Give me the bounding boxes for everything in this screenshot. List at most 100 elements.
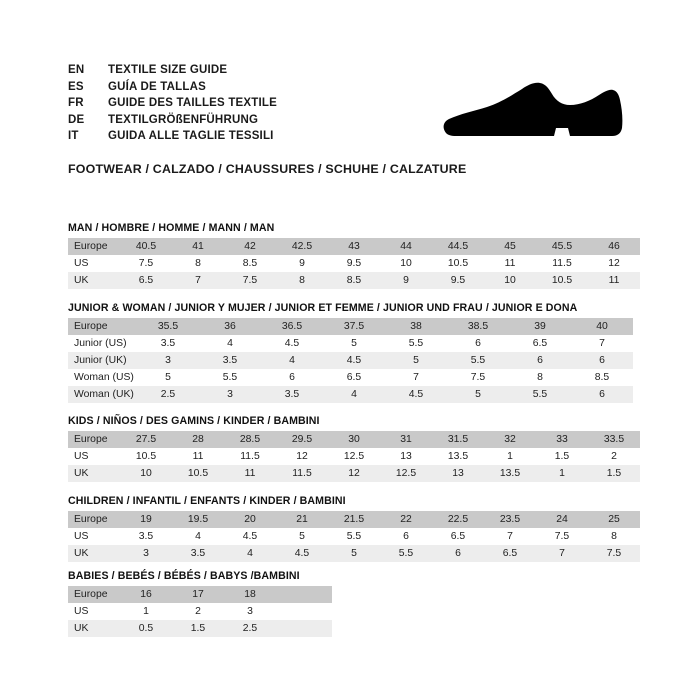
cell: 4.5 — [385, 386, 447, 403]
cell: 38 — [385, 318, 447, 335]
cell: 12.5 — [328, 448, 380, 465]
cell: 24 — [536, 511, 588, 528]
cell: 8 — [172, 255, 224, 272]
cell: 13 — [432, 465, 484, 482]
table-row: Woman (UK) 2.5 3 3.5 4 4.5 5 5.5 6 — [68, 386, 633, 403]
cell: 4.5 — [276, 545, 328, 562]
cell: 44.5 — [432, 238, 484, 255]
section-title-kids: KIDS / NIÑOS / DES GAMINS / KINDER / BAM… — [68, 415, 320, 427]
language-title-de: TEXTILGRÖßENFÜHRUNG — [108, 113, 259, 126]
row-label: Woman (US) — [68, 369, 137, 386]
table-row: Europe 27.5 28 28.5 29.5 30 31 31.5 32 3… — [68, 431, 640, 448]
cell: 7 — [571, 335, 633, 352]
cell: 10.5 — [120, 448, 172, 465]
cell: 17 — [172, 586, 224, 603]
row-label: US — [68, 603, 120, 620]
cell: 23.5 — [484, 511, 536, 528]
cell: 5 — [276, 528, 328, 545]
cell: 13.5 — [432, 448, 484, 465]
cell: 11.5 — [224, 448, 276, 465]
cell-empty — [276, 586, 332, 603]
size-table-babies: Europe 16 17 18 US 1 2 3 UK 0.5 1.5 — [68, 586, 332, 637]
cell: 20 — [224, 511, 276, 528]
cell: 10.5 — [536, 272, 588, 289]
cell: 5.5 — [385, 335, 447, 352]
table-row: Junior (US) 3.5 4 4.5 5 5.5 6 6.5 7 — [68, 335, 633, 352]
cell: 4 — [199, 335, 261, 352]
cell: 8 — [276, 272, 328, 289]
cell: 9.5 — [432, 272, 484, 289]
cell: 8.5 — [571, 369, 633, 386]
cell: 28 — [172, 431, 224, 448]
section-title-junior-woman: JUNIOR & WOMAN / JUNIOR Y MUJER / JUNIOR… — [68, 302, 578, 314]
cell: 3 — [224, 603, 276, 620]
cell: 6 — [432, 545, 484, 562]
cell: 29.5 — [276, 431, 328, 448]
table-row: Europe 16 17 18 — [68, 586, 332, 603]
cell: 0.5 — [120, 620, 172, 637]
cell: 10 — [380, 255, 432, 272]
cell: 7.5 — [447, 369, 509, 386]
row-label: US — [68, 448, 120, 465]
language-code-it: IT — [68, 130, 79, 143]
table-row: Europe 40.5 41 42 42.5 43 44 44.5 45 45.… — [68, 238, 640, 255]
cell: 4 — [261, 352, 323, 369]
cell: 6.5 — [120, 272, 172, 289]
cell: 2.5 — [137, 386, 199, 403]
cell: 11 — [588, 272, 640, 289]
language-title-es: GUÍA DE TALLAS — [108, 80, 206, 93]
cell: 6 — [447, 335, 509, 352]
cell: 11 — [224, 465, 276, 482]
table-row: UK 10 10.5 11 11.5 12 12.5 13 13.5 1 1.5 — [68, 465, 640, 482]
cell: 45.5 — [536, 238, 588, 255]
cell: 36 — [199, 318, 261, 335]
table-row: Junior (UK) 3 3.5 4 4.5 5 5.5 6 6 — [68, 352, 633, 369]
cell: 6 — [380, 528, 432, 545]
cell: 3.5 — [137, 335, 199, 352]
cell: 31 — [380, 431, 432, 448]
cell: 33.5 — [588, 431, 640, 448]
cell: 36.5 — [261, 318, 323, 335]
cell: 30 — [328, 431, 380, 448]
language-code-es: ES — [68, 80, 84, 93]
language-row: DE TEXTILGRÖßENFÜHRUNG — [68, 114, 277, 131]
cell: 1.5 — [588, 465, 640, 482]
cell: 10 — [484, 272, 536, 289]
cell: 39 — [509, 318, 571, 335]
cell: 12 — [328, 465, 380, 482]
table-row: US 10.5 11 11.5 12 12.5 13 13.5 1 1.5 2 — [68, 448, 640, 465]
cell: 35.5 — [137, 318, 199, 335]
table-row: US 7.5 8 8.5 9 9.5 10 10.5 11 11.5 12 — [68, 255, 640, 272]
cell: 4.5 — [261, 335, 323, 352]
section-title-babies: BABIES / BEBÉS / BÉBÉS / BABYS /BAMBINI — [68, 570, 300, 582]
table-row: UK 0.5 1.5 2.5 — [68, 620, 332, 637]
cell: 11 — [484, 255, 536, 272]
cell: 25 — [588, 511, 640, 528]
cell: 4 — [323, 386, 385, 403]
cell: 4.5 — [224, 528, 276, 545]
cell: 6 — [509, 352, 571, 369]
cell: 22 — [380, 511, 432, 528]
row-label: UK — [68, 272, 120, 289]
cell-empty — [276, 603, 332, 620]
cell: 6.5 — [484, 545, 536, 562]
cell: 40.5 — [120, 238, 172, 255]
cell: 11.5 — [276, 465, 328, 482]
cell: 7.5 — [536, 528, 588, 545]
language-row: EN TEXTILE SIZE GUIDE — [68, 64, 277, 81]
cell: 8 — [588, 528, 640, 545]
language-list: EN TEXTILE SIZE GUIDE ES GUÍA DE TALLAS … — [68, 64, 277, 147]
cell: 5.5 — [380, 545, 432, 562]
cell: 6.5 — [509, 335, 571, 352]
cell: 43 — [328, 238, 380, 255]
row-label: Junior (US) — [68, 335, 137, 352]
cell: 13 — [380, 448, 432, 465]
cell: 2 — [588, 448, 640, 465]
cell: 1 — [120, 603, 172, 620]
section-man: MAN / HOMBRE / HOMME / MANN / MAN Europe… — [68, 222, 640, 289]
row-label: Europe — [68, 431, 120, 448]
cell: 45 — [484, 238, 536, 255]
language-title-en: TEXTILE SIZE GUIDE — [108, 64, 228, 76]
cell: 8.5 — [328, 272, 380, 289]
